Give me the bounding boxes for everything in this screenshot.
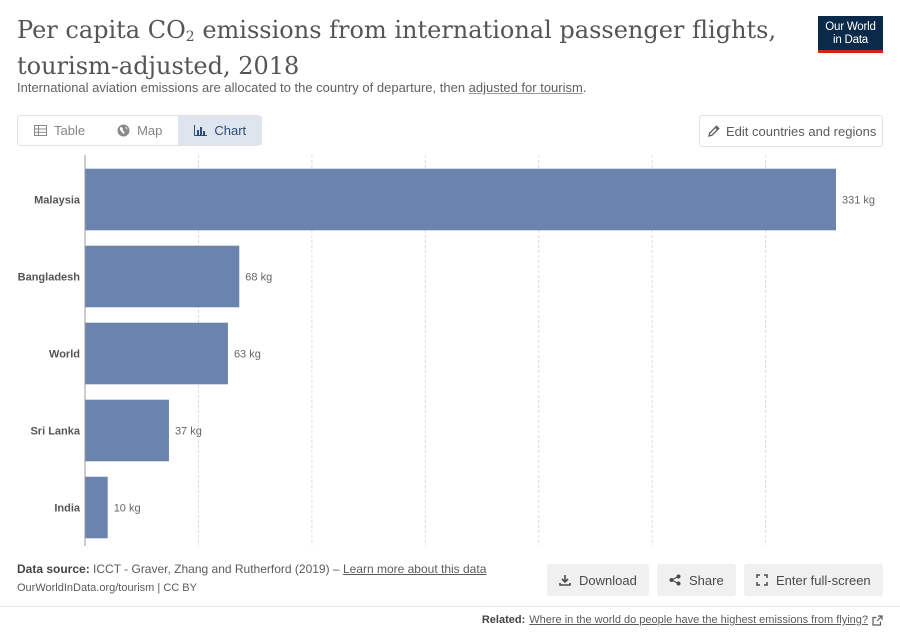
owid-logo[interactable]: Our World in Data: [818, 16, 883, 53]
tab-chart[interactable]: Chart: [178, 116, 263, 145]
tab-map-label: Map: [137, 123, 163, 138]
category-label[interactable]: Malaysia: [34, 195, 81, 207]
download-label: Download: [579, 572, 637, 588]
related-link-row: Related: Where in the world do people ha…: [482, 614, 883, 626]
category-label[interactable]: Sri Lanka: [30, 426, 80, 438]
related-article-link[interactable]: Where in the world do people have the hi…: [529, 614, 868, 626]
share-button[interactable]: Share: [657, 564, 736, 596]
category-label[interactable]: Bangladesh: [18, 272, 81, 284]
learn-more-link[interactable]: Learn more about this data: [342, 562, 487, 576]
download-button[interactable]: Download: [547, 564, 649, 596]
bar-sri-lanka[interactable]: [85, 399, 169, 462]
bar-chart-icon: [194, 125, 208, 136]
value-label: 63 kg: [234, 349, 261, 361]
logo-line-1: Our World: [825, 21, 876, 33]
category-label[interactable]: World: [49, 349, 80, 361]
chart-subtitle: International aviation emissions are all…: [17, 79, 586, 96]
subtitle-text: International aviation emissions are all…: [17, 80, 469, 95]
fullscreen-button[interactable]: Enter full-screen: [744, 564, 883, 596]
globe-icon: [117, 124, 130, 137]
table-icon: [34, 125, 47, 136]
chart-title: Per capita CO2 emissions from internatio…: [17, 16, 777, 81]
source-url[interactable]: OurWorldInData.org/tourism | CC BY: [17, 582, 197, 594]
tab-chart-label: Chart: [214, 123, 247, 138]
data-source-label: Data source:: [17, 562, 90, 576]
edit-countries-label: Edit countries and regions: [726, 123, 877, 139]
bar-chart: Malaysia 331 kg Bangladesh 68 kg World 63 kg S…: [18, 155, 875, 546]
download-icon: [559, 575, 571, 586]
external-link-icon[interactable]: [872, 614, 883, 626]
value-label: 37 kg: [175, 426, 202, 438]
category-label[interactable]: India: [54, 503, 81, 515]
title-rest: emissions from international passenger f…: [17, 16, 777, 80]
share-icon: [669, 574, 681, 586]
related-label: Related:: [481, 614, 526, 626]
footer-divider: [0, 606, 900, 607]
bar-malaysia[interactable]: [85, 168, 836, 231]
bar-world[interactable]: [85, 322, 228, 385]
bar-bangladesh[interactable]: [85, 245, 240, 308]
tab-map[interactable]: Map: [101, 116, 178, 145]
share-label: Share: [689, 572, 724, 588]
expand-icon: [756, 574, 768, 586]
edit-countries-button[interactable]: Edit countries and regions: [699, 115, 883, 147]
adjusted-for-tourism-link[interactable]: adjusted for tourism: [468, 80, 583, 95]
value-label: 10 kg: [114, 503, 141, 515]
view-tabs: Table Map Chart: [17, 115, 263, 146]
value-label: 331 kg: [842, 195, 875, 207]
pencil-icon: [708, 125, 720, 137]
subtitle-end: .: [582, 80, 587, 95]
fullscreen-label: Enter full-screen: [776, 572, 871, 588]
title-subscript: 2: [185, 29, 195, 45]
tab-table-label: Table: [54, 123, 86, 138]
tab-table[interactable]: Table: [18, 116, 101, 145]
logo-line-2: in Data: [832, 33, 869, 46]
data-source: Data source: ICCT - Graver, Zhang and Ru…: [17, 561, 486, 577]
data-source-text: ICCT - Graver, Zhang and Rutherford (201…: [89, 562, 343, 576]
bar-india[interactable]: [85, 476, 108, 539]
title-main: Per capita CO: [17, 16, 186, 44]
value-label: 68 kg: [245, 272, 272, 284]
